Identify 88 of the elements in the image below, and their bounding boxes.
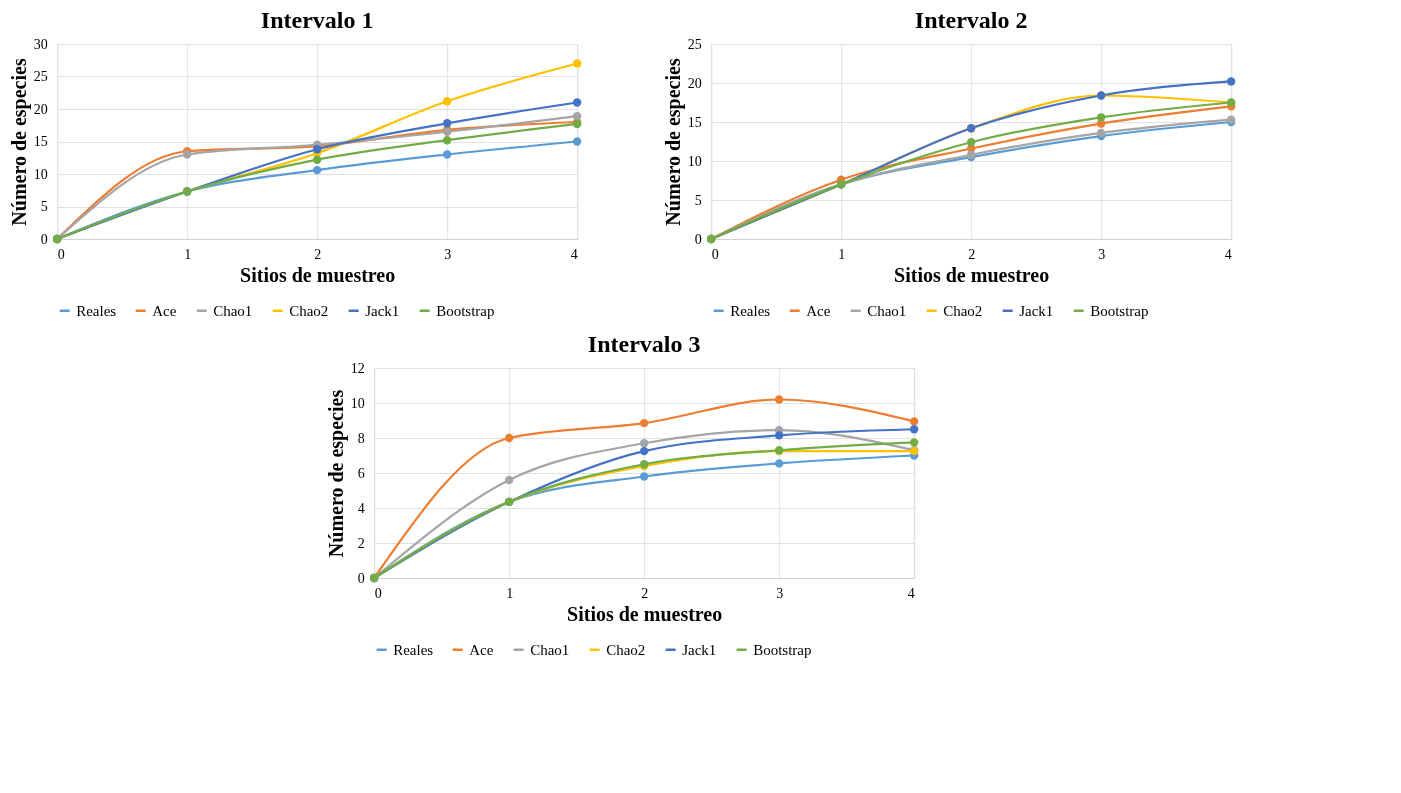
y-tick-label: 2	[357, 535, 365, 551]
y-axis-title: Número de especies	[661, 58, 685, 226]
y-tick-label: 0	[357, 570, 365, 586]
x-tick-label: 4	[570, 246, 578, 262]
point	[774, 395, 784, 404]
legend-label: Chao2	[289, 302, 329, 319]
point	[1226, 77, 1236, 86]
point	[774, 431, 784, 440]
y-tick-label: 10	[350, 395, 365, 411]
point	[572, 59, 582, 68]
legend-label: Bootstrap	[753, 641, 812, 658]
chart-title: Intervalo 1	[260, 7, 374, 33]
point	[909, 417, 919, 426]
legend-label: Chao1	[213, 302, 253, 319]
legend-label: Ace	[806, 302, 831, 319]
y-tick-label: 6	[357, 465, 365, 481]
x-tick-label: 2	[641, 585, 649, 601]
y-tick-label: 0	[40, 231, 48, 247]
point	[504, 475, 514, 485]
x-tick-label: 3	[444, 246, 452, 262]
y-tick-label: 8	[357, 430, 365, 446]
y-tick-label: 25	[33, 69, 48, 84]
x-tick-label: 4	[1224, 246, 1232, 262]
legend-label: Jack1	[1019, 302, 1054, 319]
point	[572, 98, 582, 107]
point	[312, 155, 322, 164]
point	[312, 145, 322, 154]
point	[1096, 113, 1106, 122]
legend-label: Chao1	[867, 302, 907, 319]
y-tick-label: 12	[350, 360, 365, 376]
y-tick-label: 20	[33, 101, 48, 117]
point	[639, 446, 649, 456]
y-tick-label: 0	[694, 231, 702, 247]
y-tick-label: 30	[33, 36, 48, 52]
point	[312, 165, 322, 175]
y-tick-label: 5	[694, 192, 702, 208]
point	[639, 418, 649, 428]
point	[639, 439, 649, 448]
point	[442, 136, 452, 145]
point	[442, 119, 452, 128]
x-tick-label: 1	[838, 246, 846, 262]
point	[442, 150, 452, 159]
y-tick-label: 15	[687, 114, 702, 130]
legend-label: Jack1	[682, 641, 717, 658]
x-tick-label: 0	[57, 246, 65, 262]
chart-title: Intervalo 2	[914, 7, 1028, 33]
y-tick-label: 10	[687, 153, 702, 169]
point	[966, 138, 976, 147]
x-tick-label: 3	[1098, 246, 1106, 262]
x-axis-title: Sitios de muestreo	[240, 263, 396, 286]
legend-label: Reales	[76, 302, 117, 319]
y-tick-label: 10	[33, 166, 48, 182]
chart-title: Intervalo 3	[587, 331, 701, 357]
point	[572, 111, 582, 121]
point	[572, 137, 582, 146]
legend-label: Bootstrap	[436, 302, 495, 319]
point	[442, 97, 452, 106]
legend-label: Ace	[152, 302, 177, 319]
y-axis-title: Número de especies	[7, 58, 31, 226]
y-axis-title: Número de especies	[324, 389, 348, 558]
x-tick-label: 1	[506, 585, 514, 601]
point	[909, 425, 919, 434]
x-tick-label: 0	[374, 585, 382, 601]
y-tick-label: 20	[687, 75, 702, 91]
y-tick-label: 4	[357, 500, 365, 516]
x-tick-label: 1	[184, 246, 192, 262]
legend-label: Ace	[469, 641, 494, 658]
point	[909, 438, 919, 447]
legend-label: Jack1	[365, 302, 400, 319]
legend-label: Reales	[730, 302, 771, 319]
legend-label: Bootstrap	[1090, 302, 1149, 319]
y-tick-label: 25	[687, 36, 702, 52]
point	[639, 472, 649, 481]
x-axis-title: Sitios de muestreo	[567, 602, 723, 625]
x-tick-label: 4	[907, 585, 915, 601]
y-tick-label: 5	[40, 199, 48, 214]
legend-label: Reales	[393, 641, 434, 658]
y-tick-label: 15	[33, 134, 48, 149]
legend-label: Chao2	[943, 302, 983, 319]
point	[504, 433, 514, 443]
x-axis-title: Sitios de muestreo	[894, 263, 1050, 286]
x-tick-label: 2	[968, 246, 976, 262]
point	[774, 459, 784, 468]
legend-label: Chao1	[530, 641, 570, 658]
x-tick-label: 2	[314, 246, 322, 262]
legend-label: Chao2	[606, 641, 646, 658]
x-tick-label: 3	[776, 585, 784, 601]
x-tick-label: 0	[711, 246, 719, 262]
